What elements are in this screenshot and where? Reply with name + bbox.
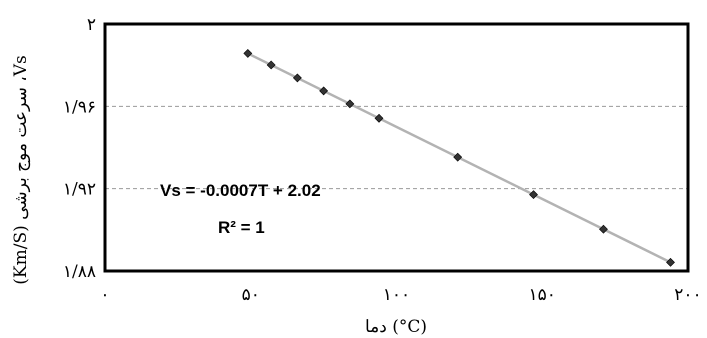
y-tick-label: ۲ [87,15,96,35]
x-axis-title: دما (°C) [365,317,427,337]
x-tick-label: ۲۰۰ [674,285,701,305]
y-tick-label: ۱/۹۶ [63,97,96,117]
data-point [345,99,355,109]
y-tick-label: ۱/۸۸ [63,262,96,282]
y-axis-title: (Km/S) سرعت موج برشی ،Vs [11,55,31,284]
y-tick-labels: ۲ ۱/۹۶ ۱/۹۲ ۱/۸۸ [63,15,96,282]
x-tick-label: ۱۰۰ [383,285,410,305]
data-point [374,113,384,123]
data-point [319,86,329,96]
data-point [243,49,253,58]
data-point [599,224,608,234]
r-squared-label: R² = 1 [218,218,265,237]
equation-label: Vs = -0.0007T + 2.02 [160,181,321,200]
data-points [243,49,675,267]
data-point [666,257,675,267]
grid-lines [105,105,688,190]
data-point [266,60,276,70]
y-tick-label: ۱/۹۲ [63,180,96,200]
data-point [453,152,463,162]
data-point [292,73,302,83]
x-tick-label: ۵۰ [242,285,260,305]
x-tick-label: ۱۵۰ [529,285,556,305]
plot-frame [103,22,690,273]
x-tick-label: ۰ [100,285,109,305]
data-point [529,190,538,200]
x-tick-labels: ۰ ۵۰ ۱۰۰ ۱۵۰ ۲۰۰ [100,285,701,305]
